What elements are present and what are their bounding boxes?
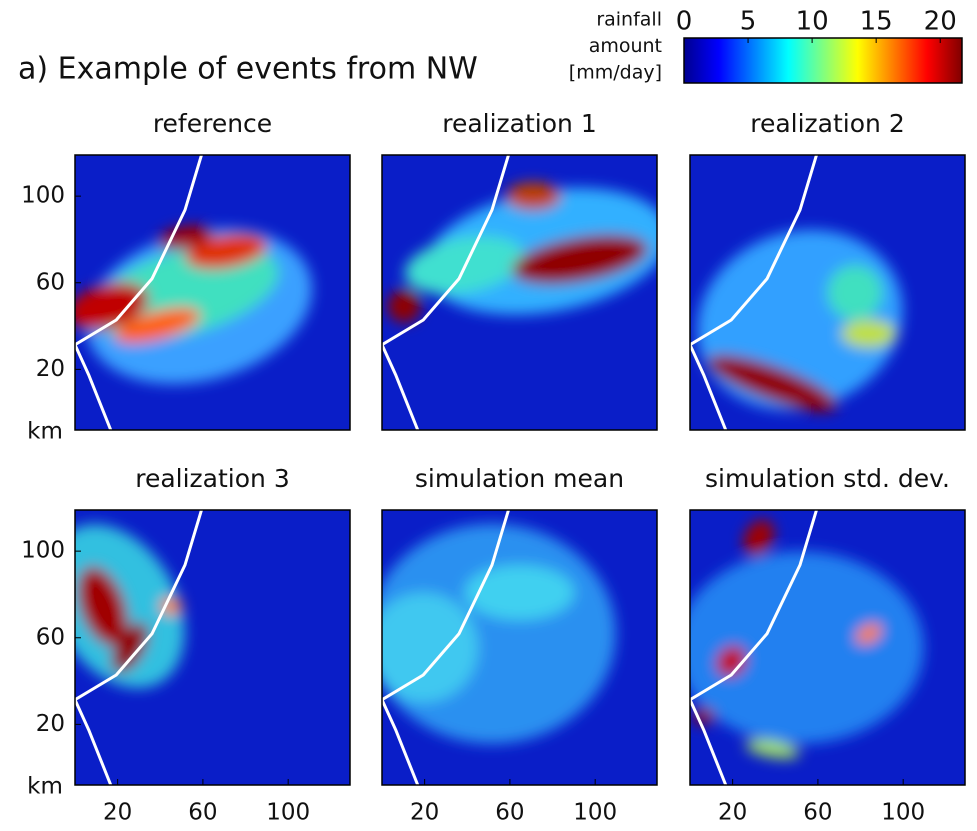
colorbar-label: [mm/day] bbox=[569, 62, 662, 84]
rain-blob bbox=[743, 519, 775, 556]
heatmap bbox=[75, 155, 350, 430]
y-tick-label: 60 bbox=[36, 624, 65, 650]
panel-frame bbox=[381, 509, 658, 786]
coastline bbox=[690, 155, 818, 430]
rain-field bbox=[382, 523, 616, 744]
colorbar-label: amount bbox=[589, 35, 662, 57]
coastline bbox=[690, 510, 818, 785]
rain-field bbox=[697, 229, 903, 412]
heatmap bbox=[382, 155, 657, 430]
rain-blob bbox=[464, 565, 575, 620]
rain-blob bbox=[690, 551, 924, 744]
heatmap bbox=[690, 510, 965, 785]
x-tick-label: 20 bbox=[103, 800, 132, 826]
rain-blob bbox=[827, 265, 883, 320]
panel-frame bbox=[74, 509, 351, 786]
x-tick-label: 20 bbox=[410, 800, 439, 826]
panel: simulation mean 20 60 100 bbox=[381, 464, 658, 826]
panel-frame bbox=[74, 154, 351, 431]
colorbar bbox=[683, 37, 963, 84]
rain-blob bbox=[745, 739, 800, 759]
y-axis-label: km bbox=[27, 419, 63, 445]
coastline bbox=[75, 155, 203, 430]
figure-title: a) Example of events from NW bbox=[18, 52, 478, 87]
rain-blob bbox=[716, 645, 747, 677]
rain-blob bbox=[111, 622, 149, 673]
rain-blob bbox=[75, 282, 149, 331]
colorbar-label: rainfall bbox=[596, 9, 662, 31]
rain-blob bbox=[387, 289, 421, 323]
panel-title: realization 2 bbox=[750, 109, 905, 138]
rain-blob bbox=[185, 233, 267, 270]
x-tick-label: 100 bbox=[573, 800, 617, 826]
heatmap bbox=[75, 510, 350, 785]
x-tick-label: 60 bbox=[188, 800, 217, 826]
y-tick-label: 20 bbox=[36, 356, 65, 382]
heatmap bbox=[690, 155, 965, 430]
rain-blob bbox=[114, 308, 201, 343]
panel-title: reference bbox=[153, 109, 272, 138]
y-tick-label: 20 bbox=[36, 711, 65, 737]
panel: reference 20 60 100 km bbox=[21, 109, 351, 445]
x-tick-label: 100 bbox=[266, 800, 310, 826]
panel-title: simulation std. dev. bbox=[705, 464, 950, 493]
panel-frame bbox=[381, 154, 658, 431]
rain-blob bbox=[841, 320, 897, 348]
panel: realization 1 bbox=[381, 109, 658, 431]
coastline bbox=[382, 155, 510, 430]
y-tick-label: 100 bbox=[21, 183, 65, 209]
colorbar-tick-label: 0 bbox=[676, 7, 693, 37]
rain-blob bbox=[157, 225, 213, 250]
rain-blob bbox=[856, 623, 882, 644]
colorbar-tick-label: 5 bbox=[740, 7, 757, 37]
x-tick-label: 60 bbox=[495, 800, 524, 826]
panel-frame bbox=[689, 509, 966, 786]
rain-blob bbox=[505, 182, 561, 210]
coastline bbox=[75, 510, 203, 785]
rain-field bbox=[75, 225, 312, 384]
colorbar-tick-label: 20 bbox=[924, 7, 957, 37]
y-tick-label: 60 bbox=[36, 269, 65, 295]
rain-blob bbox=[382, 592, 479, 703]
panel: simulation std. dev. 20 60 100 bbox=[689, 464, 966, 826]
panel-title: simulation mean bbox=[415, 464, 624, 493]
x-tick-label: 60 bbox=[803, 800, 832, 826]
panel-title: realization 3 bbox=[135, 464, 290, 493]
y-tick-label: 100 bbox=[21, 538, 65, 564]
x-tick-label: 20 bbox=[718, 800, 747, 826]
colorbar-tick-label: 15 bbox=[860, 7, 893, 37]
colorbar-tick-label: 10 bbox=[796, 7, 829, 37]
y-axis-label: km bbox=[27, 774, 63, 800]
panel-frame bbox=[689, 154, 966, 431]
panel: realization 2 bbox=[689, 109, 966, 431]
panel: realization 3 20 60 100 20 60 100 km bbox=[21, 464, 351, 826]
rain-blob bbox=[77, 566, 128, 646]
heatmap bbox=[382, 510, 657, 785]
x-tick-label: 100 bbox=[881, 800, 925, 826]
rain-blob bbox=[707, 355, 838, 412]
rain-blob bbox=[91, 245, 279, 340]
rain-field bbox=[75, 524, 185, 689]
panel-title: realization 1 bbox=[442, 109, 597, 138]
coastline bbox=[382, 510, 510, 785]
rain-blob bbox=[512, 234, 648, 285]
